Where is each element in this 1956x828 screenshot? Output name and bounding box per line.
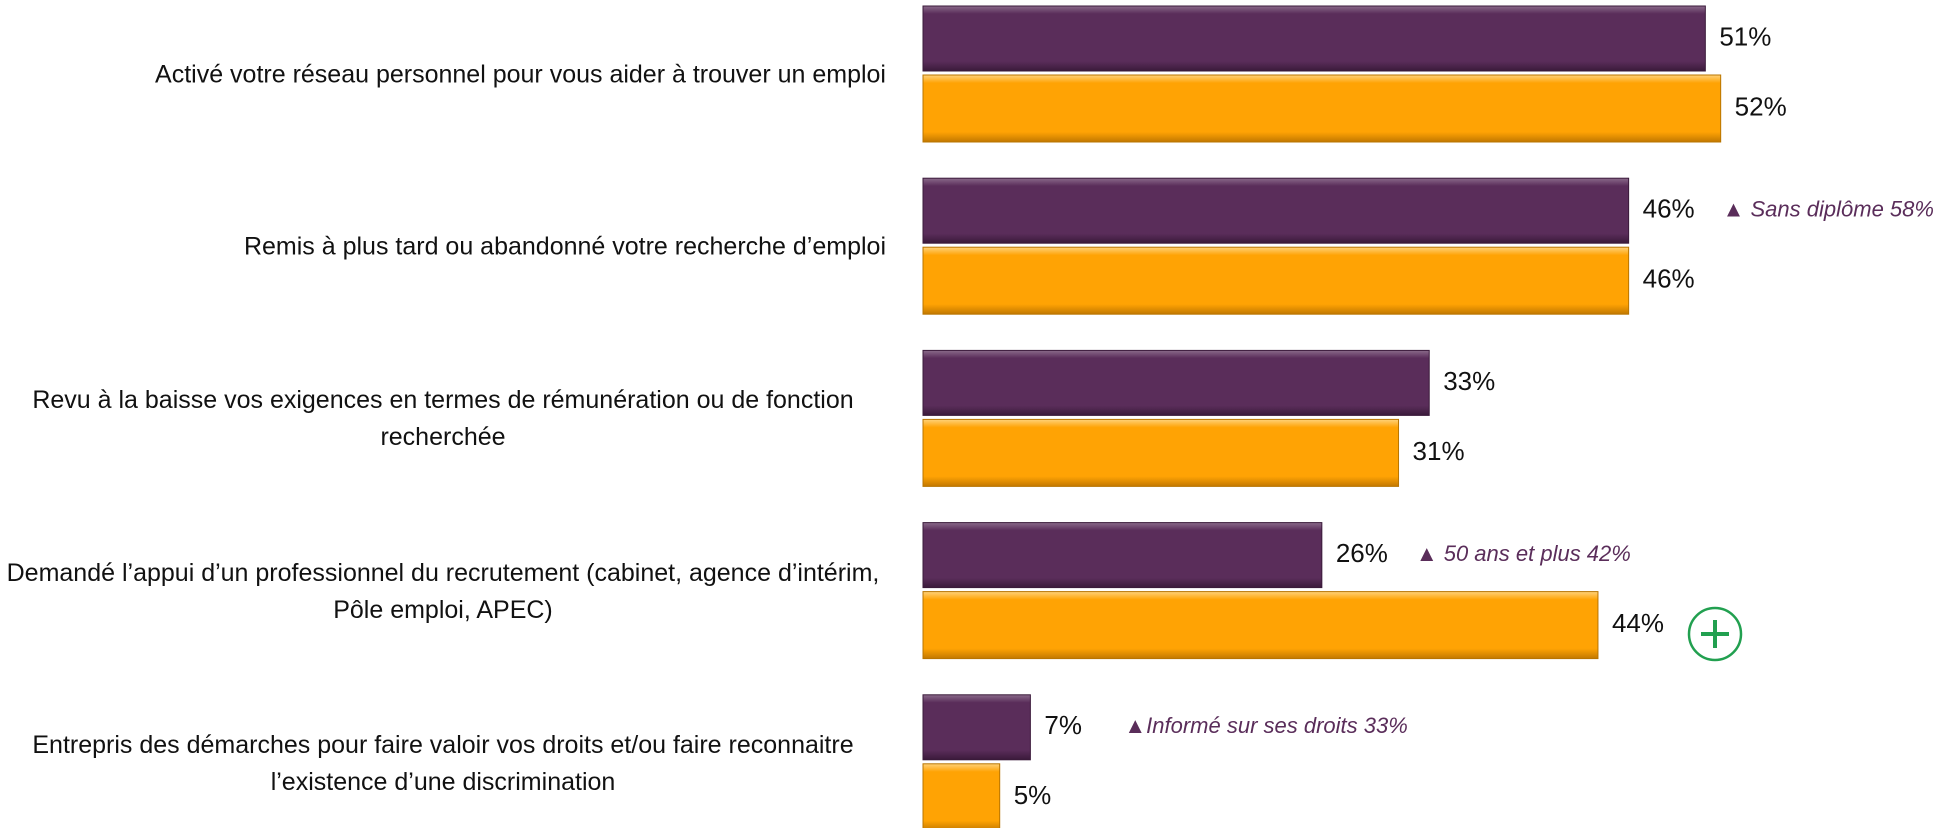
category-label: Entrepris des démarches pour faire valoi… [32,730,854,796]
bar [922,5,1706,72]
bar [922,418,1400,487]
value-label: 26% [1336,538,1388,568]
bar [922,694,1031,761]
bar [922,246,1630,315]
plus-icon [1687,606,1743,662]
annotation: ▲ Sans diplôme 58% [1723,197,1934,222]
value-label: 31% [1413,436,1465,466]
category-label: Demandé l’appui d’un professionnel du re… [6,558,880,624]
category-label: Revu à la baisse vos exigences en termes… [32,386,854,452]
value-label: 51% [1719,21,1771,51]
annotation: ▲ 50 ans et plus 42% [1416,541,1631,566]
category-label: Remis à plus tard ou abandonné votre rec… [243,232,886,261]
bar [922,591,1599,660]
bar [922,522,1323,589]
bar [922,177,1630,244]
bar [922,763,1001,828]
value-label: 33% [1443,366,1495,396]
value-label: 46% [1643,264,1695,294]
value-label: 5% [1014,780,1052,810]
value-label: 46% [1643,194,1695,224]
annotation: ▲Informé sur ses droits 33% [1124,713,1407,738]
value-label: 52% [1735,91,1787,121]
bar [922,349,1430,416]
bar [922,74,1722,143]
category-label: Activé votre réseau personnel pour vous … [155,60,886,89]
value-label: 7% [1044,710,1082,740]
value-label: 44% [1612,608,1664,638]
